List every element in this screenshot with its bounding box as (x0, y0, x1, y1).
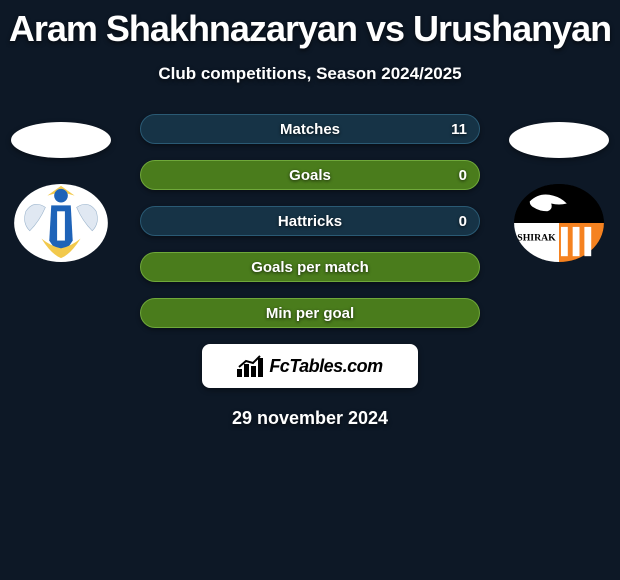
club-left-crest (12, 182, 110, 264)
player-right-block: SHIRAK (504, 122, 614, 264)
stat-value: 11 (437, 121, 467, 138)
brand-text: FcTables.com (269, 356, 382, 377)
stat-value: 0 (437, 213, 467, 230)
brand-badge: FcTables.com (202, 344, 418, 388)
player-right-avatar-placeholder (509, 122, 609, 158)
stat-row: Goals0 (140, 160, 480, 190)
stats-container: Matches11Goals0Hattricks0Goals per match… (140, 114, 480, 328)
stat-row: Hattricks0 (140, 206, 480, 236)
date-label: 29 november 2024 (0, 408, 620, 429)
club-right-crest: SHIRAK (510, 182, 608, 264)
player-left-avatar-placeholder (11, 122, 111, 158)
stat-row: Matches11 (140, 114, 480, 144)
crest-right-text: SHIRAK (517, 233, 556, 244)
stat-label: Goals per match (183, 259, 437, 276)
subtitle: Club competitions, Season 2024/2025 (0, 64, 620, 84)
stat-label: Matches (183, 121, 437, 138)
page-title: Aram Shakhnazaryan vs Urushanyan (0, 0, 620, 50)
stat-label: Goals (183, 167, 437, 184)
stat-row: Min per goal (140, 298, 480, 328)
stat-value: 0 (437, 167, 467, 184)
brand-chart-icon (237, 355, 265, 377)
stat-row: Goals per match (140, 252, 480, 282)
stat-label: Min per goal (183, 305, 437, 322)
player-left-block (6, 122, 116, 264)
stat-label: Hattricks (183, 213, 437, 230)
